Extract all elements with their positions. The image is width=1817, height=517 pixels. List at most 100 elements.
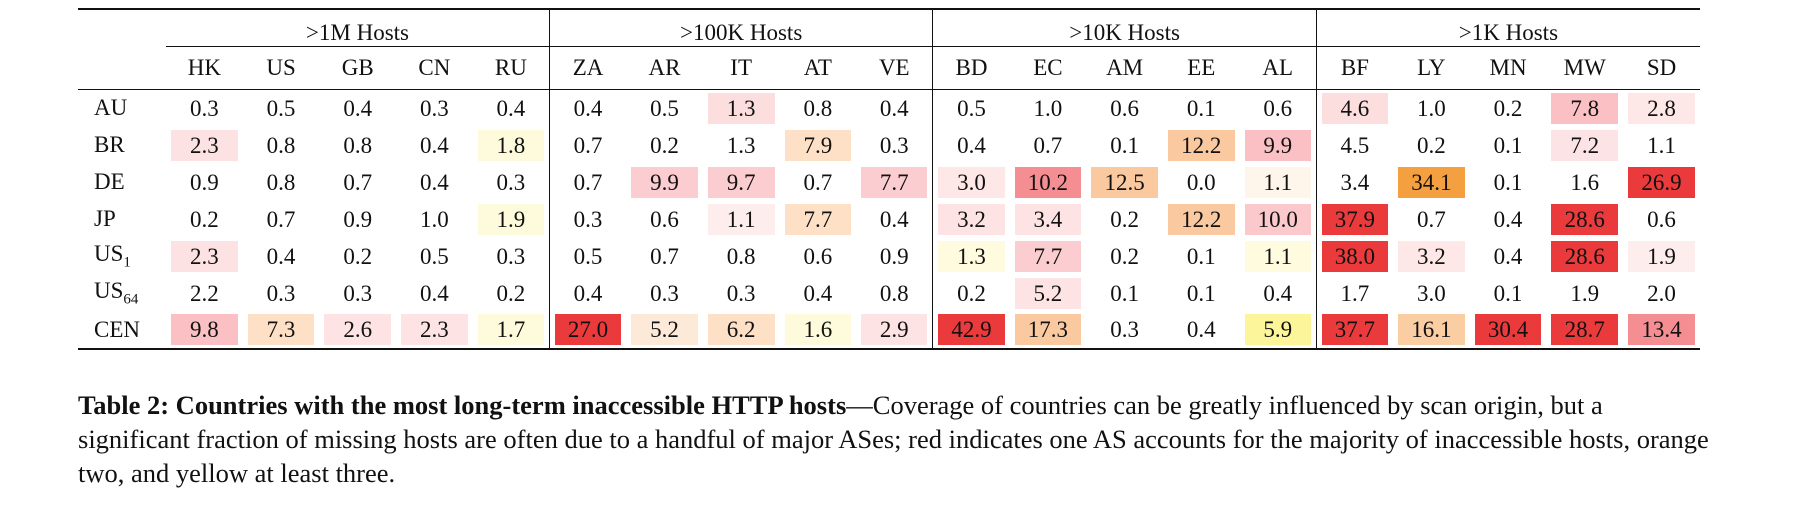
table-cell: 3.4 [1010, 201, 1087, 238]
cell-value: 9.7 [707, 166, 775, 198]
column-header: AR [626, 46, 703, 90]
cell-value: 34.1 [1398, 166, 1465, 198]
cell-value: 7.8 [1551, 92, 1619, 124]
table-cell: 0.4 [548, 274, 627, 312]
cell-value: 1.9 [477, 203, 544, 235]
table-cell: 0.2 [1393, 127, 1470, 164]
cell-value: 0.8 [879, 280, 909, 306]
table-cell: 0.2 [1470, 90, 1547, 127]
cell-value: 0.7 [650, 243, 679, 269]
cell-value: 0.4 [879, 95, 909, 121]
table-cell: 0.4 [396, 127, 473, 164]
row-header: JP [78, 201, 166, 238]
table-cell: 0.4 [396, 275, 473, 312]
cell-value: 1.3 [726, 132, 756, 158]
cell-value: 1.9 [1570, 280, 1600, 306]
column-header: VE [856, 46, 933, 90]
table-cell: 12.2 [1163, 127, 1240, 164]
cell-value: 1.3 [938, 240, 1005, 272]
column-header: RU [472, 46, 550, 90]
table-cell: 1.1 [1240, 164, 1317, 201]
cell-value: 1.0 [1033, 95, 1063, 121]
table-cell: 0.1 [1086, 127, 1163, 164]
cell-value: 0.6 [1647, 206, 1676, 232]
cell-value: 0.9 [343, 206, 373, 232]
table-cell: 0.0 [1163, 164, 1240, 201]
cell-value: 0.3 [879, 132, 909, 158]
cell-value: 3.2 [938, 203, 1005, 235]
cell-value: 13.4 [1628, 314, 1695, 345]
cell-value: 0.5 [420, 243, 449, 269]
cell-value: 0.1 [1493, 132, 1523, 158]
column-header: MN [1469, 46, 1547, 90]
row-label: DE [94, 169, 125, 194]
cell-value: 0.1 [1110, 132, 1139, 158]
table-cell: 0.6 [626, 201, 703, 238]
table-cell: 0.5 [932, 89, 1010, 127]
table-body: AU 0.3 0.5 0.4 0.3 0.4 0.4 0.5 1.3 0.8 0.4 0.5 1.0 0.… [78, 89, 1700, 349]
column-header: GB [319, 46, 397, 90]
table-cell: 0.3 [703, 275, 780, 312]
cell-value: 3.4 [1014, 203, 1082, 235]
table-cell: 1.0 [396, 201, 473, 238]
table-cell: 7.3 [243, 312, 320, 349]
table-cell: 28.6 [1546, 238, 1623, 275]
cell-value: 0.4 [420, 280, 449, 306]
cell-value: 0.6 [803, 243, 833, 269]
cell-value: 1.1 [707, 203, 775, 235]
table-cell: 0.4 [856, 90, 933, 127]
table-cell: 9.8 [166, 312, 243, 349]
cell-value: 0.7 [343, 169, 373, 195]
table-cell: 6.2 [703, 312, 780, 349]
cell-value: 0.0 [1186, 169, 1216, 195]
table-cell: 1.6 [1546, 164, 1623, 201]
table-cell: 0.1 [1086, 275, 1163, 312]
cell-value: 7.7 [1014, 240, 1082, 272]
group-header: >1M Hosts [166, 9, 550, 47]
cell-value: 17.3 [1014, 314, 1082, 345]
cell-value: 5.2 [631, 314, 698, 345]
cell-value: 0.6 [1263, 95, 1293, 121]
cell-value: 0.5 [573, 243, 603, 269]
table-cell: 10.0 [1240, 201, 1317, 238]
cell-value: 0.2 [957, 280, 986, 306]
cell-value: 0.3 [189, 95, 219, 121]
cell-value: 0.2 [496, 280, 526, 306]
table-cell: 38.0 [1315, 237, 1393, 275]
cell-value: 1.6 [1570, 169, 1600, 195]
cell-value: 0.2 [1493, 95, 1523, 121]
cell-value: 30.4 [1474, 314, 1542, 345]
table-row: JP 0.2 0.7 0.9 1.0 1.9 0.3 0.6 1.1 7.7 0.4 3.2 3.4 0.… [78, 200, 1700, 238]
table-cell: 3.2 [932, 200, 1010, 238]
cell-value: 0.5 [957, 95, 986, 121]
table-cell: 7.8 [1546, 90, 1623, 127]
table-cell: 0.4 [1470, 238, 1547, 275]
table-cell: 0.3 [548, 200, 627, 238]
cell-value: 26.9 [1628, 166, 1695, 198]
table-row: CEN 9.8 7.3 2.6 2.3 1.7 27.0 5.2 6.2 1.6 2.9 42.9 17… [78, 311, 1700, 349]
table-cell: 2.3 [396, 312, 473, 349]
cell-value: 0.2 [1110, 243, 1139, 269]
table-cell: 0.8 [856, 275, 933, 312]
table-cell: 0.4 [319, 90, 396, 127]
cell-value: 9.9 [631, 166, 698, 198]
cell-value: 0.4 [343, 95, 373, 121]
column-header: BD [932, 46, 1010, 90]
table-cell: 37.7 [1315, 311, 1393, 349]
table-cell: 9.9 [1240, 127, 1317, 164]
table-cell: 0.7 [1393, 201, 1470, 238]
row-label: AU [94, 95, 128, 121]
cell-value: 28.6 [1551, 203, 1619, 235]
table-cell: 0.4 [932, 126, 1010, 164]
cell-value: 1.1 [1244, 166, 1311, 198]
table-cell: 0.3 [319, 275, 396, 312]
table-cell: 0.7 [1010, 127, 1087, 164]
table-cell: 0.4 [1163, 312, 1240, 349]
cell-value: 0.3 [266, 280, 296, 306]
row-label: US [94, 240, 124, 266]
cell-value: 0.1 [1493, 169, 1523, 195]
cell-value: 0.8 [803, 95, 833, 121]
table-cell: 0.8 [243, 164, 320, 201]
cell-value: 28.7 [1551, 314, 1619, 345]
table-cell: 12.2 [1163, 201, 1240, 238]
